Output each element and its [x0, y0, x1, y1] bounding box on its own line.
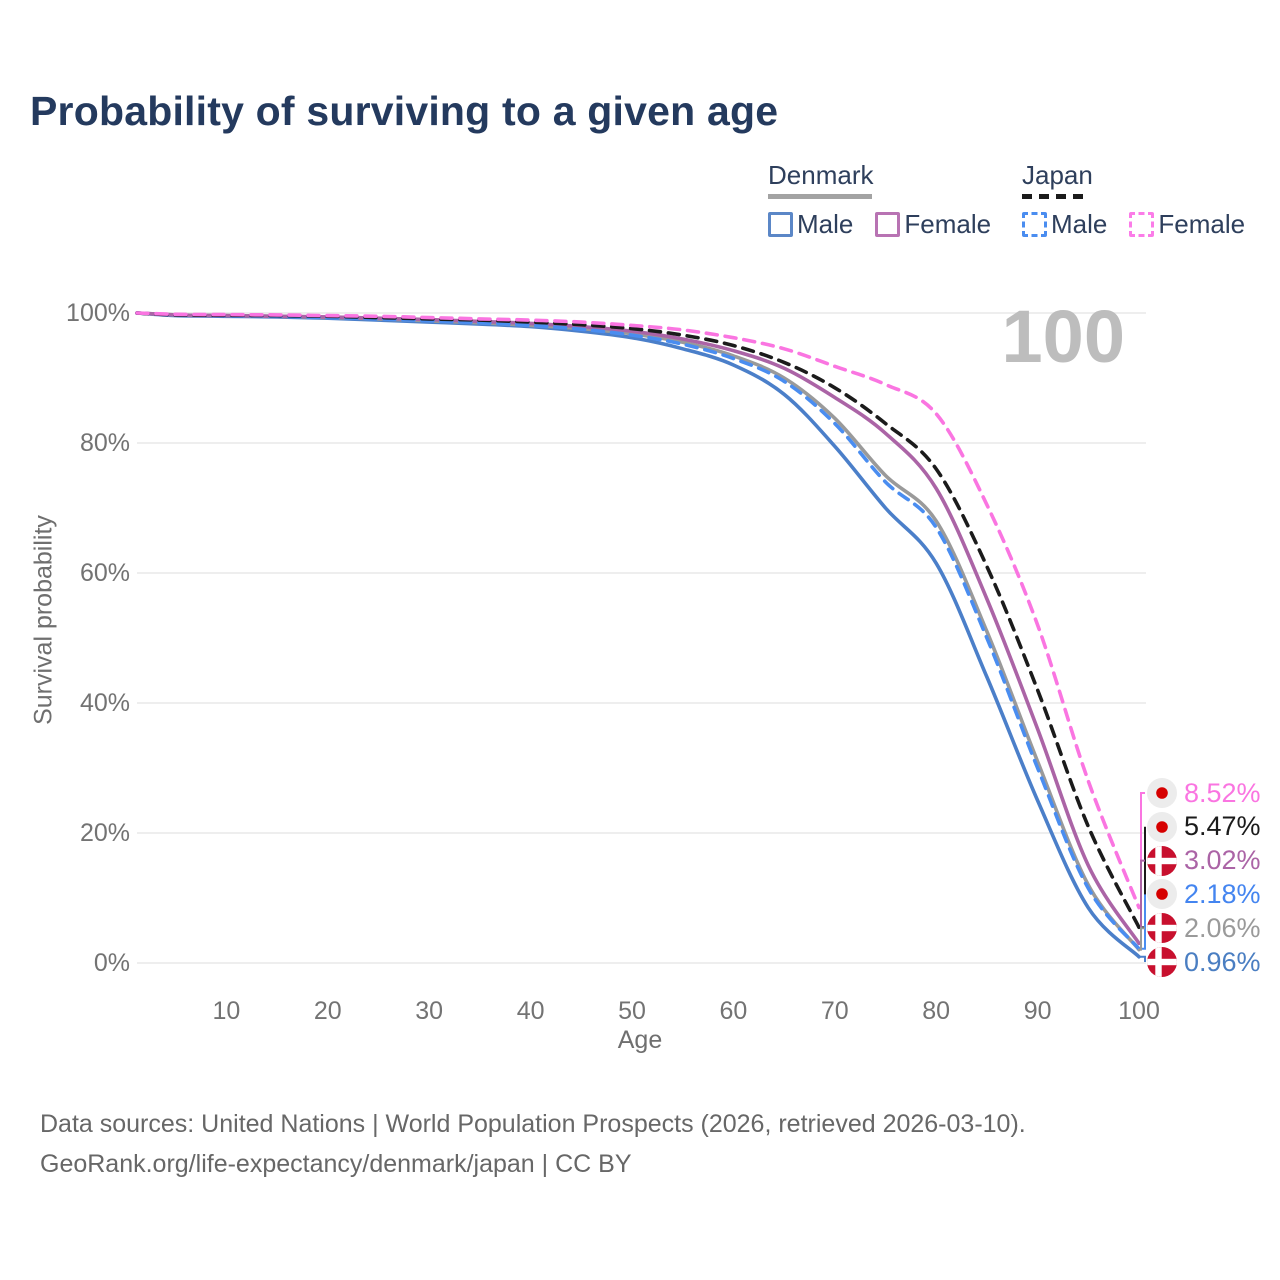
x-tick-60: 60	[719, 997, 748, 1025]
end-label-denmark: 2.06%	[1147, 912, 1261, 944]
end-label-value-japan-female: 8.52%	[1184, 777, 1261, 808]
footer-sources: Data sources: United Nations | World Pop…	[40, 1110, 1026, 1138]
denmark-flag-icon	[1147, 947, 1177, 977]
legend-label-denmark-female[interactable]: Female	[904, 209, 992, 239]
legend-label-japan-female[interactable]: Female	[1158, 209, 1246, 239]
line-denmark[interactable]	[135, 311, 1141, 952]
legend-row-denmark: Male Female	[768, 209, 1013, 240]
legend-label-denmark-male[interactable]: Male	[797, 209, 854, 239]
y-tick-60: 60%	[79, 559, 130, 587]
hover-age-indicator: 100	[1001, 295, 1125, 378]
legend-country-toggle-denmark[interactable]: Denmark	[768, 160, 874, 190]
line-denmark-female[interactable]	[135, 311, 1141, 946]
x-tick-20: 20	[313, 997, 342, 1025]
footer: Data sources: United Nations | World Pop…	[40, 1104, 1026, 1184]
page-title: Probability of surviving to a given age	[30, 88, 779, 134]
legend-label-japan-male[interactable]: Male	[1051, 209, 1108, 239]
y-tick-0: 0%	[93, 949, 130, 977]
x-tick-50: 50	[618, 997, 646, 1025]
y-tick-20: 20%	[79, 819, 130, 847]
checkbox-japan-female[interactable]	[1129, 212, 1155, 237]
line-japan-male[interactable]	[135, 311, 1141, 951]
end-label-japan-male: 2.18%	[1147, 878, 1261, 910]
checkbox-japan-male[interactable]	[1022, 212, 1047, 237]
japan-flag-icon	[1147, 811, 1177, 842]
end-label-value-japan: 5.47%	[1184, 811, 1261, 842]
legend-country-toggle-japan[interactable]: Japan	[1022, 160, 1093, 190]
end-label-connector-denmark-male	[1138, 955, 1146, 962]
end-label-value-denmark: 2.06%	[1184, 912, 1261, 943]
legend-row-japan: Male Female	[1022, 209, 1267, 240]
end-label-connector-japan-female	[1138, 792, 1145, 909]
japan-flag-icon	[1147, 879, 1177, 910]
y-tick-100: 100%	[66, 299, 130, 327]
line-japan-female[interactable]	[135, 311, 1141, 910]
x-tick-90: 90	[1023, 997, 1052, 1025]
line-japan[interactable]	[135, 311, 1141, 930]
denmark-flag-icon	[1147, 845, 1177, 876]
legend-underline-solid	[768, 194, 872, 199]
checkbox-denmark-male[interactable]	[768, 212, 793, 237]
end-label-japan-female: 8.52%	[1147, 777, 1261, 809]
denmark-flag-icon	[1147, 913, 1177, 944]
legend-underline-dashed	[1022, 194, 1088, 199]
legend-group-japan: Japan Male Female	[1022, 160, 1267, 240]
x-tick-80: 80	[922, 997, 951, 1025]
x-tick-70: 70	[820, 997, 849, 1025]
x-tick-40: 40	[516, 997, 545, 1025]
x-tick-30: 30	[415, 997, 444, 1025]
end-label-value-japan-male: 2.18%	[1184, 878, 1261, 909]
end-label-denmark-male: 0.96%	[1147, 946, 1261, 978]
x-tick-100: 100	[1118, 997, 1160, 1025]
end-label-denmark-female: 3.02%	[1147, 845, 1261, 877]
japan-flag-icon	[1147, 778, 1177, 808]
end-label-value-denmark-female: 3.02%	[1184, 845, 1261, 876]
footer-link[interactable]: GeoRank.org/life-expectancy/denmark/japa…	[40, 1150, 632, 1178]
y-tick-80: 80%	[79, 429, 130, 457]
checkbox-denmark-female[interactable]	[875, 212, 901, 237]
x-axis-label: Age	[617, 1026, 663, 1054]
end-label-connector-denmark-female	[1138, 859, 1145, 945]
legend-group-denmark: Denmark Male Female	[768, 160, 1013, 240]
y-tick-40: 40%	[79, 689, 130, 717]
end-label-value-denmark-male: 0.96%	[1184, 946, 1261, 977]
end-label-japan: 5.47%	[1147, 811, 1261, 843]
end-label-connector-denmark	[1138, 927, 1145, 951]
x-tick-10: 10	[212, 997, 241, 1025]
